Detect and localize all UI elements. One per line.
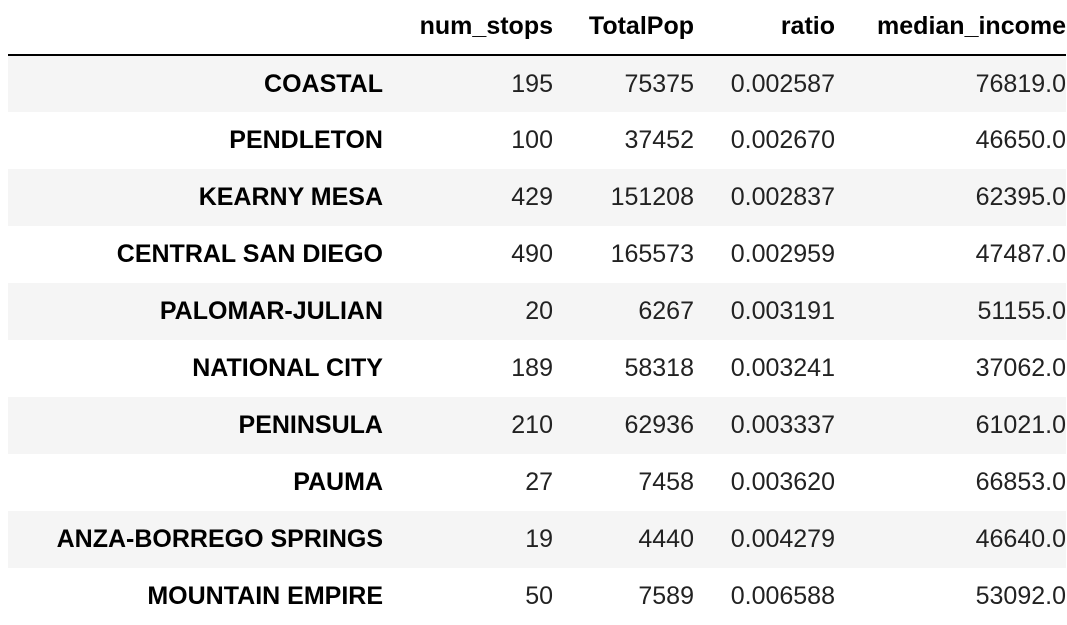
cell-ratio: 0.004279 xyxy=(730,525,835,553)
row-index: PALOMAR-JULIAN xyxy=(159,297,383,325)
table-row: COASTAL 195 75375 0.002587 76819.0 xyxy=(8,55,1066,112)
table-row: NATIONAL CITY 189 58318 0.003241 37062.0 xyxy=(8,340,1066,397)
cell-ratio: 0.002670 xyxy=(730,126,835,154)
cell-median-income: 66853.0 xyxy=(975,468,1066,496)
cell-total-pop: 151208 xyxy=(610,183,694,211)
cell-median-income: 46650.0 xyxy=(975,126,1066,154)
cell-total-pop: 6267 xyxy=(638,297,694,325)
cell-median-income: 47487.0 xyxy=(975,240,1066,268)
row-index: ANZA-BORREGO SPRINGS xyxy=(56,525,383,553)
row-index: MOUNTAIN EMPIRE xyxy=(147,582,383,610)
cell-median-income: 61021.0 xyxy=(975,411,1066,439)
cell-total-pop: 58318 xyxy=(624,354,694,382)
row-index: COASTAL xyxy=(264,69,383,98)
cell-total-pop: 37452 xyxy=(624,126,694,154)
cell-median-income: 76819.0 xyxy=(975,69,1066,98)
table-row: CENTRAL SAN DIEGO 490 165573 0.002959 47… xyxy=(8,226,1066,283)
header-row: num_stops TotalPop ratio median_income xyxy=(8,0,1066,56)
cell-total-pop: 75375 xyxy=(624,69,694,98)
cell-num-stops: 195 xyxy=(511,69,553,98)
cell-ratio: 0.002837 xyxy=(730,183,835,211)
cell-ratio: 0.003191 xyxy=(730,297,835,325)
cell-ratio: 0.002959 xyxy=(730,240,835,268)
cell-num-stops: 429 xyxy=(511,183,553,211)
cell-median-income: 62395.0 xyxy=(975,183,1066,211)
cell-ratio: 0.003241 xyxy=(730,354,835,382)
row-index: NATIONAL CITY xyxy=(192,354,383,382)
table-header: num_stops TotalPop ratio median_income xyxy=(8,0,1066,56)
cell-num-stops: 210 xyxy=(511,411,553,439)
cell-ratio: 0.003337 xyxy=(730,411,835,439)
row-index: PENINSULA xyxy=(238,411,383,439)
table-body: COASTAL 195 75375 0.002587 76819.0 PENDL… xyxy=(8,55,1066,625)
cell-ratio: 0.003620 xyxy=(730,468,835,496)
table-row: ANZA-BORREGO SPRINGS 19 4440 0.004279 46… xyxy=(8,511,1066,568)
row-index: PENDLETON xyxy=(229,126,383,154)
cell-median-income: 53092.0 xyxy=(975,582,1066,610)
row-index: CENTRAL SAN DIEGO xyxy=(116,240,383,268)
table-row: PENDLETON 100 37452 0.002670 46650.0 xyxy=(8,112,1066,169)
index-column-header xyxy=(8,0,383,56)
table-row: MOUNTAIN EMPIRE 50 7589 0.006588 53092.0 xyxy=(8,568,1066,625)
cell-num-stops: 490 xyxy=(511,240,553,268)
cell-median-income: 37062.0 xyxy=(975,354,1066,382)
cell-total-pop: 4440 xyxy=(638,525,694,553)
table-row: PENINSULA 210 62936 0.003337 61021.0 xyxy=(8,397,1066,454)
column-header-median-income: median_income xyxy=(835,0,1066,56)
cell-num-stops: 189 xyxy=(511,354,553,382)
cell-total-pop: 165573 xyxy=(610,240,694,268)
cell-num-stops: 27 xyxy=(525,468,553,496)
cell-median-income: 51155.0 xyxy=(977,297,1066,325)
row-index: PAUMA xyxy=(293,468,383,496)
table-row: KEARNY MESA 429 151208 0.002837 62395.0 xyxy=(8,169,1066,226)
table-row: PAUMA 27 7458 0.003620 66853.0 xyxy=(8,454,1066,511)
dataframe-table: num_stops TotalPop ratio median_income C… xyxy=(8,0,1066,625)
cell-total-pop: 62936 xyxy=(624,411,694,439)
cell-total-pop: 7458 xyxy=(638,468,694,496)
cell-total-pop: 7589 xyxy=(638,582,694,610)
table-row: PALOMAR-JULIAN 20 6267 0.003191 51155.0 xyxy=(8,283,1066,340)
cell-num-stops: 100 xyxy=(511,126,553,154)
column-header-total-pop: TotalPop xyxy=(553,0,694,56)
cell-median-income: 46640.0 xyxy=(975,525,1066,553)
row-index: KEARNY MESA xyxy=(198,183,383,211)
cell-num-stops: 50 xyxy=(525,582,553,610)
cell-num-stops: 19 xyxy=(525,525,553,553)
cell-ratio: 0.002587 xyxy=(730,69,835,98)
column-header-ratio: ratio xyxy=(694,0,835,56)
cell-num-stops: 20 xyxy=(525,297,553,325)
column-header-num-stops: num_stops xyxy=(383,0,553,56)
cell-ratio: 0.006588 xyxy=(730,582,835,610)
